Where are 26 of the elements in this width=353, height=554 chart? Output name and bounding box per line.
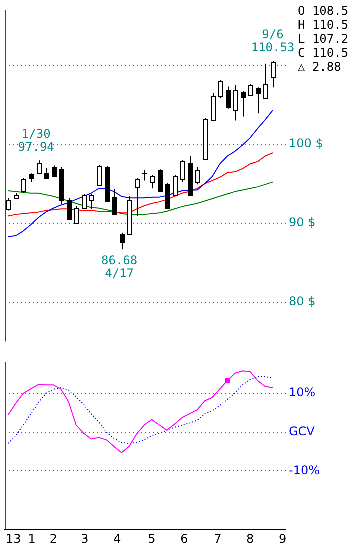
text: △ 2.88 [298,60,342,74]
y-tick-label: 100 $ [289,136,324,151]
x-tick-label: 1 [28,532,36,546]
text: O 108.5 [298,4,349,18]
y-tick-label: -10% [289,463,320,478]
text: L 107.2 [298,32,349,46]
x-tick-label: 5 [148,532,156,546]
annotation: 9/6 110.53 [251,27,295,54]
x-tick-label: 7 [214,532,222,546]
annotation: 1/30 97.94 [18,126,54,154]
x-tick-label: 8 [246,532,254,546]
annotation: 86.68 4/17 [102,254,138,281]
y-tick-label: 10% [289,385,316,400]
x-tick-label: 3 [81,532,89,546]
x-tick-label: 9 [278,532,287,546]
line-series [8,376,274,444]
x-tick-label: 13 [6,532,22,546]
text: C 110.5 [298,46,349,60]
x-tick-label: 4 [114,532,122,546]
x-tick-label: 6 [180,532,188,546]
y-tick-label: GCV [289,424,316,438]
y-tick-label: 90 $ [289,215,316,230]
y-tick-label: 80 $ [289,294,316,308]
candlestick [142,170,148,182]
x-tick-label: 2 [50,532,58,546]
text: H 110.5 [298,18,349,32]
